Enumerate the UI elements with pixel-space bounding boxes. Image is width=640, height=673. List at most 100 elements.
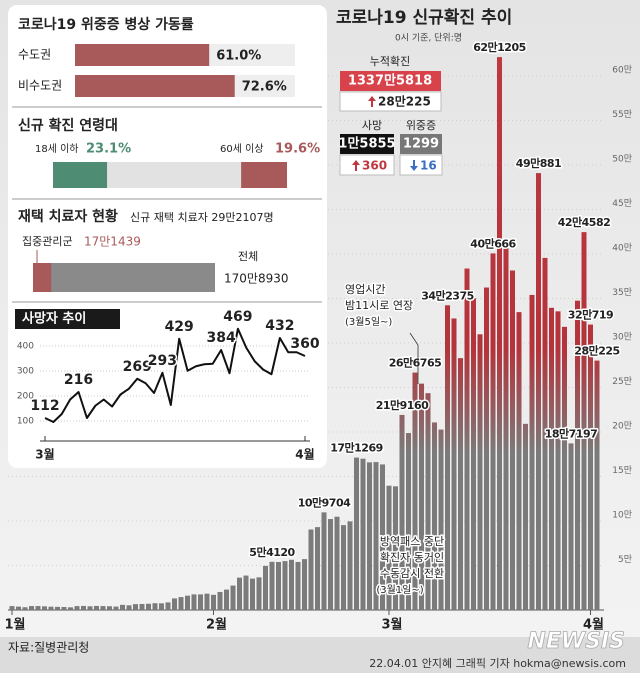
bar bbox=[308, 529, 314, 610]
bar bbox=[458, 358, 463, 610]
value-label: 360 bbox=[290, 336, 319, 352]
bar bbox=[516, 312, 522, 610]
y-tick-label: 5만 bbox=[618, 554, 632, 565]
bar bbox=[191, 594, 197, 610]
bar bbox=[373, 462, 379, 610]
value-label: 432 bbox=[265, 318, 294, 334]
bar bbox=[438, 429, 444, 610]
bar bbox=[35, 606, 41, 610]
bar bbox=[22, 607, 28, 610]
y-tick-label: 20만 bbox=[612, 421, 632, 432]
bar bbox=[555, 311, 561, 610]
annotation-line: 확진자 동거인 bbox=[380, 551, 444, 564]
bar bbox=[276, 562, 281, 610]
bar bbox=[159, 603, 164, 610]
bar bbox=[53, 162, 108, 188]
line bbox=[44, 327, 306, 423]
y-tick-label: 200 bbox=[17, 392, 34, 402]
value-label: 429 bbox=[165, 319, 194, 335]
bar bbox=[562, 326, 567, 610]
bar bbox=[75, 44, 210, 66]
bar bbox=[328, 519, 333, 610]
annotation-line: (3월1일~) bbox=[376, 584, 423, 596]
bar bbox=[282, 561, 288, 610]
bar bbox=[367, 462, 372, 610]
annotation-line: 방역패스 중단 bbox=[380, 535, 444, 548]
bar bbox=[68, 607, 73, 610]
bar bbox=[100, 606, 106, 610]
bar bbox=[94, 605, 99, 610]
y-tick-label: 400 bbox=[17, 342, 34, 352]
bar bbox=[536, 173, 541, 610]
up-arrow bbox=[368, 96, 376, 107]
bar bbox=[33, 263, 215, 292]
bar bbox=[146, 603, 151, 610]
x-tick-label: 2월 bbox=[206, 617, 227, 633]
stat-label: 위중증 bbox=[406, 119, 436, 132]
bar bbox=[113, 606, 119, 610]
bar bbox=[588, 324, 593, 610]
main-chart: 5만 10만 15만 20만 25만 30만 35만 40만 45만 50만 55만 60만 1월 2월 3… bbox=[4, 39, 632, 633]
value-label: 17만1269 bbox=[330, 441, 383, 455]
value-label: 21만9160 bbox=[376, 398, 429, 412]
bar bbox=[542, 257, 548, 610]
category-label: 전체 bbox=[238, 250, 258, 263]
value-label: 293 bbox=[148, 353, 177, 369]
bar bbox=[61, 606, 67, 610]
value-label: 34만2375 bbox=[421, 288, 474, 302]
bar bbox=[529, 294, 535, 610]
bar bbox=[399, 414, 405, 610]
y-tick-label: 15만 bbox=[612, 465, 632, 476]
bar bbox=[380, 464, 385, 610]
panel-background bbox=[8, 5, 327, 468]
stat-box bbox=[340, 71, 441, 91]
bar bbox=[74, 606, 80, 610]
stat-box bbox=[340, 134, 394, 154]
annotation-line: 영업시간 bbox=[345, 283, 385, 296]
value-label: 10만9704 bbox=[298, 495, 351, 509]
title-box bbox=[15, 309, 120, 329]
y-tick-label: 50만 bbox=[612, 154, 632, 165]
bar bbox=[490, 253, 496, 610]
annotation: 방역패스 중단 확진자 동거인 수동감시 전환 (3월1일~) bbox=[375, 534, 446, 598]
section-title: 신규 확진 연령대 bbox=[18, 117, 118, 134]
chart-subtitle: 0시 기준, 단위:명 bbox=[395, 33, 462, 44]
bar bbox=[243, 575, 249, 610]
bar bbox=[9, 606, 15, 610]
stat-box bbox=[400, 134, 442, 154]
y-tick-label: 100 bbox=[17, 417, 34, 427]
value-label: 26만6765 bbox=[389, 356, 442, 370]
stat-change: 360 bbox=[362, 159, 387, 173]
value-label: 49만881 bbox=[516, 156, 561, 170]
value-label: 28만225 bbox=[574, 344, 619, 358]
footer-band bbox=[0, 637, 640, 673]
y-tick-label: 60만 bbox=[612, 65, 632, 76]
value-label: 170만8930 bbox=[224, 272, 288, 286]
category-label: 집중관리군 bbox=[22, 235, 73, 248]
y-tick-label: 40만 bbox=[612, 243, 632, 254]
bar bbox=[241, 162, 287, 188]
bar bbox=[594, 360, 600, 610]
value-label: 40만666 bbox=[470, 236, 516, 250]
bar bbox=[484, 287, 489, 610]
bar bbox=[471, 298, 476, 610]
bar bbox=[217, 591, 223, 610]
bar bbox=[133, 604, 138, 610]
stat-change-box bbox=[339, 91, 442, 112]
y-tick-label: 35만 bbox=[612, 287, 632, 298]
stat-label: 사망 bbox=[362, 119, 382, 132]
bar bbox=[523, 423, 528, 610]
side-panel: 코로나19 위중증 병상 가동률 신규 확진 연령대 재택 치료자 현황 신규 … bbox=[8, 5, 327, 468]
value-label: 469 bbox=[223, 309, 252, 325]
bar bbox=[341, 525, 346, 610]
x-tick-label: 4월 bbox=[295, 447, 314, 462]
y-tick-label: 10만 bbox=[612, 510, 632, 521]
bar bbox=[55, 606, 60, 610]
bar bbox=[386, 485, 392, 610]
bar bbox=[464, 268, 470, 610]
value-label: 19.6% bbox=[275, 142, 320, 157]
value-label: 32만719 bbox=[568, 308, 613, 322]
bar bbox=[75, 75, 235, 97]
bar bbox=[165, 602, 171, 610]
